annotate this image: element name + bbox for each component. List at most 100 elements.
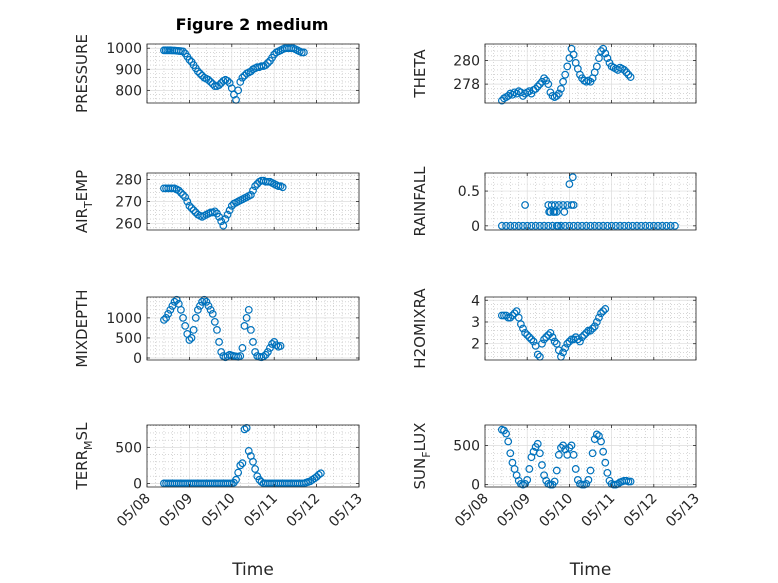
- data-point: [563, 62, 572, 71]
- data-point: [504, 437, 513, 446]
- data-point: [521, 328, 529, 337]
- data-point: [529, 337, 538, 346]
- figure-title: Figure 2 medium: [176, 15, 329, 34]
- series-points: [160, 44, 308, 104]
- data-point: [552, 466, 561, 475]
- data-point: [586, 221, 595, 230]
- data-point: [535, 449, 544, 458]
- data-point: [620, 66, 629, 74]
- data-point: [546, 208, 555, 216]
- data-point: [535, 80, 544, 89]
- data-point: [548, 221, 557, 230]
- data-point: [200, 295, 209, 304]
- data-point: [573, 476, 582, 484]
- data-point: [217, 348, 226, 356]
- data-point: [249, 457, 257, 466]
- y-axis-label-subscript: M: [82, 440, 95, 450]
- data-point: [569, 221, 578, 230]
- y-axis-label: THETA: [411, 49, 429, 99]
- data-point: [316, 469, 325, 478]
- data-point: [249, 186, 257, 195]
- data-point: [268, 340, 276, 348]
- data-point: [554, 89, 563, 98]
- data-point: [641, 221, 650, 230]
- axes-frame: [484, 296, 697, 361]
- y-tick-label: 2: [471, 337, 480, 353]
- data-point: [160, 315, 168, 324]
- data-point: [578, 333, 586, 342]
- axes-frame: [484, 424, 697, 488]
- x-axis-label: Time: [569, 560, 612, 580]
- data-point: [196, 301, 204, 310]
- data-point: [261, 61, 270, 69]
- data-point: [586, 466, 595, 475]
- data-point: [223, 76, 232, 85]
- data-point: [538, 339, 546, 348]
- y-tick-label: 280: [453, 54, 480, 70]
- data-point: [544, 80, 553, 89]
- data-point: [554, 221, 562, 230]
- subplot-pressure: 800 900 1000 PRESSURE: [73, 34, 360, 113]
- data-point: [172, 295, 181, 304]
- data-point: [246, 191, 255, 199]
- data-point: [519, 221, 527, 230]
- data-point: [573, 221, 582, 230]
- x-tick-label: 05/09: [156, 491, 196, 531]
- series-points: [497, 44, 635, 105]
- data-point: [624, 221, 633, 230]
- x-tick-label: 05/10: [536, 491, 576, 531]
- axes-frame: [146, 424, 360, 488]
- data-point: [603, 54, 612, 63]
- data-point: [590, 322, 599, 331]
- data-point: [179, 47, 187, 56]
- data-point: [590, 221, 599, 230]
- y-axis-label: PRESSURE: [73, 34, 91, 113]
- data-point: [601, 458, 610, 467]
- subplot-terrmsl: 0 500 TERRMSL 05/08 05/09 05/10 05/11 05/12 05/1…: [73, 422, 366, 580]
- data-point: [565, 443, 574, 452]
- data-point: [544, 331, 553, 339]
- data-point: [187, 204, 196, 212]
- data-point: [525, 333, 534, 342]
- axes-frame: [484, 172, 697, 231]
- data-point: [166, 305, 175, 314]
- data-point: [597, 47, 605, 55]
- series-points: [497, 173, 679, 230]
- data-point: [223, 210, 232, 219]
- y-axis-label: SUNFLUX: [411, 423, 433, 490]
- data-point: [193, 305, 202, 314]
- data-point: [504, 313, 513, 322]
- data-point: [569, 201, 578, 209]
- data-point: [266, 344, 274, 352]
- data-point: [557, 221, 565, 230]
- data-point: [189, 206, 198, 215]
- data-point: [533, 350, 542, 359]
- data-point: [508, 90, 517, 99]
- x-tick-label: 05/08: [452, 491, 492, 531]
- data-point: [559, 348, 567, 357]
- y-axis-label-main: AIR: [73, 208, 91, 233]
- data-point: [249, 338, 257, 346]
- data-point: [183, 197, 192, 206]
- data-point: [204, 301, 213, 310]
- data-point: [578, 480, 586, 489]
- data-point: [525, 465, 534, 473]
- data-point: [616, 221, 624, 230]
- data-point: [540, 74, 548, 83]
- series-points: [160, 295, 285, 362]
- data-point: [563, 339, 572, 348]
- x-tick-label: 05/11: [241, 491, 281, 531]
- data-point: [519, 324, 527, 333]
- data-point: [622, 68, 631, 77]
- data-point: [597, 309, 605, 318]
- data-point: [521, 201, 529, 209]
- data-point: [206, 305, 215, 314]
- y-axis-label-suffix: EMP: [73, 170, 91, 201]
- y-tick-label: 500: [115, 440, 142, 456]
- y-axis-label-main: H2OMIXRA: [411, 288, 429, 369]
- y-axis-label-main: TERR: [73, 450, 91, 491]
- y-axis-label-subscript: T: [82, 201, 95, 209]
- data-point: [573, 335, 582, 344]
- data-point: [540, 221, 548, 230]
- data-point: [510, 309, 519, 318]
